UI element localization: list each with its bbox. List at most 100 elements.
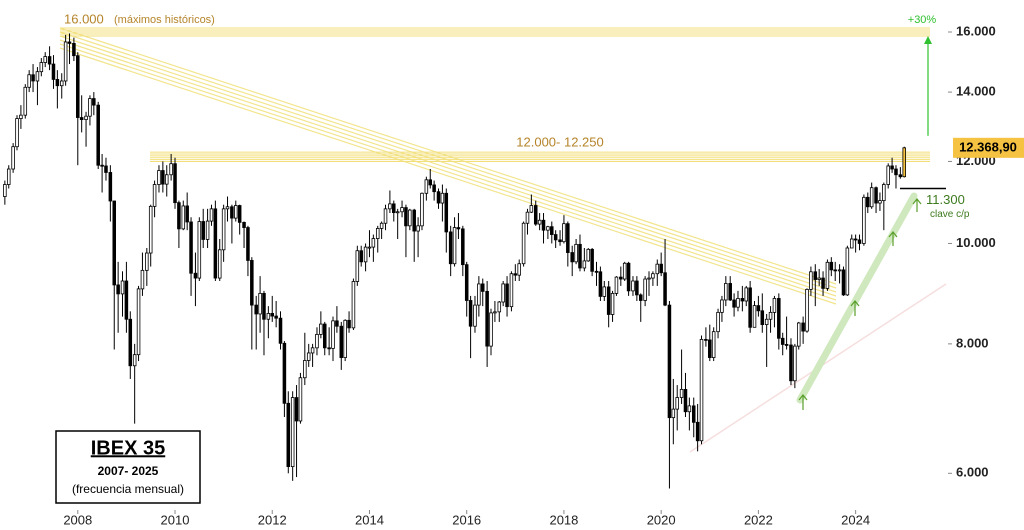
candle-body xyxy=(343,319,347,358)
candle-body xyxy=(489,312,493,347)
candle-body xyxy=(270,313,275,317)
candle-body xyxy=(817,277,821,280)
arrow xyxy=(850,300,860,316)
candle-body xyxy=(55,79,60,87)
candle-body xyxy=(537,219,542,225)
candle-body xyxy=(432,184,436,193)
candle-body xyxy=(744,287,749,302)
candle-body xyxy=(853,238,858,241)
candle-body xyxy=(619,276,623,280)
candle-body xyxy=(290,397,295,468)
candle-body xyxy=(529,205,534,213)
last-price-tag xyxy=(953,137,1024,158)
candle-body xyxy=(355,250,360,282)
trend-line xyxy=(59,43,837,301)
candle-body xyxy=(448,231,453,265)
arrow xyxy=(888,231,898,246)
candle-body xyxy=(801,322,805,332)
candle-body xyxy=(675,397,679,410)
candle-body xyxy=(553,234,558,241)
candle-body xyxy=(193,272,198,279)
candle-body xyxy=(164,174,169,185)
candle-body xyxy=(546,226,550,231)
candle-body xyxy=(699,338,704,442)
x-tick-label: 2018 xyxy=(549,512,578,527)
candle-body xyxy=(116,284,120,295)
candle-body xyxy=(35,71,40,82)
last-price-label: 12.368,90 xyxy=(959,139,1017,154)
candle-body xyxy=(136,288,141,356)
candle-body xyxy=(47,56,52,65)
candle-body xyxy=(254,304,258,315)
candle-body xyxy=(416,225,420,232)
candle-body xyxy=(890,165,894,170)
trend-line xyxy=(59,47,837,305)
resistance-note: (máximos históricos) xyxy=(114,14,215,26)
candle-body xyxy=(841,269,846,296)
candle-body xyxy=(541,219,546,231)
candle-body xyxy=(468,300,473,327)
candle-body xyxy=(691,405,696,423)
candle-body xyxy=(829,261,834,271)
candle-body xyxy=(679,389,684,398)
candle-body xyxy=(282,342,287,404)
candle-body xyxy=(796,322,801,347)
candle-body xyxy=(477,283,481,306)
candle-body xyxy=(780,337,785,345)
candle-body xyxy=(711,331,716,358)
candle-body xyxy=(687,405,692,413)
candle-body xyxy=(92,98,96,106)
candle-body xyxy=(493,311,497,314)
uptrend-line xyxy=(796,192,918,404)
candle-body xyxy=(303,360,307,379)
candle-body xyxy=(31,74,35,82)
x-tick-label: 2022 xyxy=(744,512,773,527)
candle-body xyxy=(310,347,315,354)
candle-body xyxy=(793,345,797,382)
trend-line xyxy=(59,39,837,297)
candle-body xyxy=(574,243,578,263)
candle-body xyxy=(278,317,283,344)
candle-body xyxy=(886,165,890,185)
candle-body xyxy=(217,249,222,279)
candle-body xyxy=(173,163,177,204)
candle-body xyxy=(740,298,745,302)
candle-body xyxy=(201,221,205,240)
candle-body xyxy=(169,163,173,176)
chart-note: (frecuencia mensual) xyxy=(72,482,184,496)
candle-body xyxy=(234,205,238,219)
candle-body xyxy=(610,292,615,315)
candle-body xyxy=(367,246,372,249)
candle-body xyxy=(452,227,457,265)
candle-body xyxy=(420,192,424,227)
candle-body xyxy=(882,184,886,201)
candle-body xyxy=(695,421,700,442)
chart-title: IBEX 35 xyxy=(91,437,165,459)
candle-body xyxy=(347,319,351,329)
candle-body xyxy=(205,220,210,240)
x-tick-label: 2024 xyxy=(841,512,870,527)
candle-body xyxy=(894,168,898,176)
candle-body xyxy=(424,179,429,194)
candle-body xyxy=(11,146,15,170)
candle-body xyxy=(485,290,489,347)
candle-body xyxy=(262,292,266,320)
candle-body xyxy=(578,243,582,269)
candle-body xyxy=(809,271,813,290)
candle-body xyxy=(152,184,157,207)
candle-body xyxy=(509,273,514,308)
arrow xyxy=(912,198,922,212)
candle-body xyxy=(39,62,44,73)
candle-body xyxy=(789,344,793,382)
candle-body xyxy=(43,56,47,63)
candle-body xyxy=(375,228,380,239)
candle-body xyxy=(902,147,907,178)
candle-body xyxy=(112,200,117,286)
candle-body xyxy=(480,283,485,292)
y-tick-label: 14.000 xyxy=(956,84,996,99)
candle-body xyxy=(768,311,773,320)
candle-body xyxy=(704,338,708,341)
candle-body xyxy=(586,248,591,262)
candle-body xyxy=(388,203,392,210)
